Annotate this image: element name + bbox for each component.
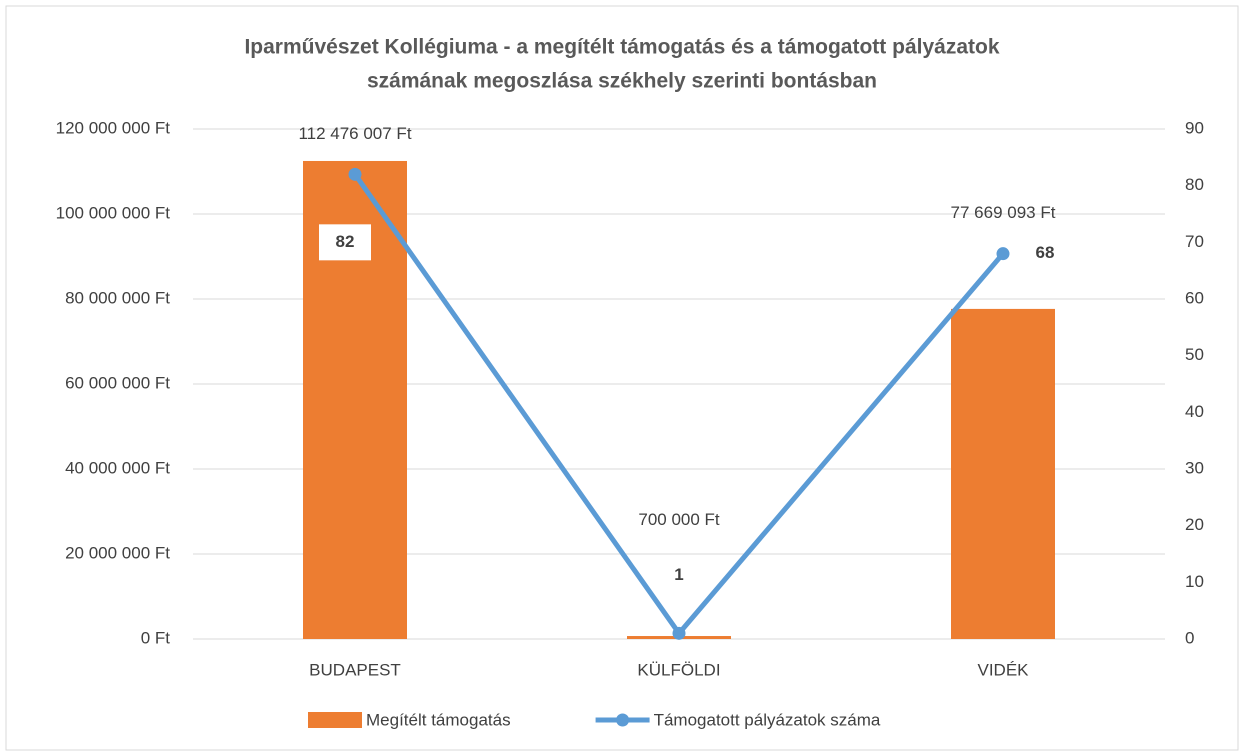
bar (951, 308, 1055, 639)
x-tick-label: KÜLFÖLDI (637, 660, 720, 679)
y2-tick-label: 10 (1185, 572, 1204, 591)
line-value-label: 82 (336, 232, 355, 251)
bar-value-label: 112 476 007 Ft (298, 124, 411, 143)
y2-tick-label: 70 (1185, 232, 1204, 251)
y2-tick-label: 60 (1185, 288, 1204, 307)
legend-label: Támogatott pályázatok száma (654, 710, 881, 729)
line-marker (348, 167, 362, 181)
x-tick-label: VIDÉK (977, 660, 1029, 679)
legend-swatch (308, 712, 362, 728)
y2-tick-label: 30 (1185, 458, 1204, 477)
y2-tick-label: 80 (1185, 175, 1204, 194)
line-marker (672, 626, 686, 640)
line-marker (996, 247, 1010, 261)
label-box (319, 224, 371, 261)
y2-tick-label: 20 (1185, 515, 1204, 534)
x-tick-label: BUDAPEST (309, 660, 401, 679)
line-value-label: 1 (674, 565, 683, 584)
legend-swatch (616, 713, 630, 727)
y-tick-label: 40 000 000 Ft (65, 458, 170, 477)
y2-tick-label: 50 (1185, 345, 1204, 364)
y2-tick-label: 0 (1185, 628, 1194, 647)
line-value-label: 68 (1036, 243, 1055, 262)
legend-label: Megítélt támogatás (366, 710, 511, 729)
y-tick-label: 60 000 000 Ft (65, 373, 170, 392)
y-tick-label: 80 000 000 Ft (65, 288, 170, 307)
y2-tick-label: 90 (1185, 118, 1204, 137)
y2-tick-label: 40 (1185, 402, 1204, 421)
y-tick-label: 0 Ft (141, 628, 171, 647)
y-tick-label: 100 000 000 Ft (56, 203, 171, 222)
chart-title: Iparművészet Kollégiuma - a megítélt tám… (244, 36, 999, 59)
y-tick-label: 120 000 000 Ft (56, 118, 171, 137)
bar-value-label: 700 000 Ft (638, 510, 720, 529)
y-tick-label: 20 000 000 Ft (65, 543, 170, 562)
chart-title: számának megoszlása székhely szerinti bo… (367, 70, 877, 93)
bar-value-label: 77 669 093 Ft (951, 203, 1056, 222)
